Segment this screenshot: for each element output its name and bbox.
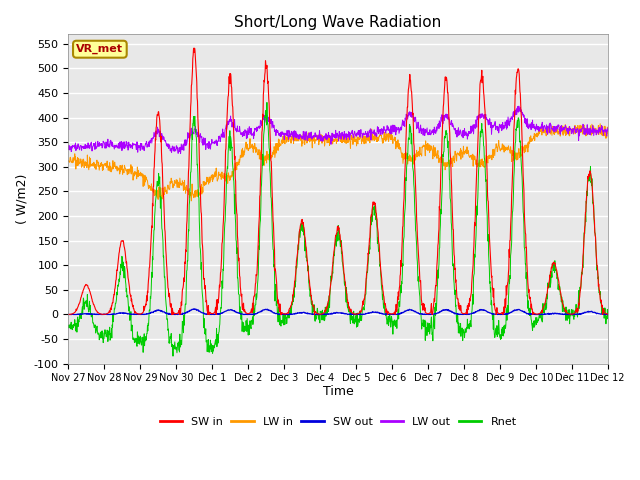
LW out [128, 143, 136, 149]
LW out [65, 146, 72, 152]
SW out [65, 312, 72, 317]
LW out [305, 131, 312, 137]
Rnet [372, 217, 380, 223]
Rnet [65, 324, 72, 329]
Rnet [106, 337, 114, 343]
Line: LW out: LW out [68, 106, 608, 154]
SW in [294, 245, 301, 251]
Rnet [315, 315, 323, 321]
Rnet [263, 99, 271, 105]
Rnet [128, 322, 136, 328]
SW in [315, 311, 323, 317]
LW out [314, 132, 322, 138]
LW out [515, 103, 523, 109]
LW in [604, 131, 612, 136]
LW in [65, 158, 72, 164]
Y-axis label: ( W/m2): ( W/m2) [15, 174, 28, 224]
LW out [177, 151, 184, 156]
LW in [106, 168, 114, 174]
SW in [372, 210, 380, 216]
LW in [188, 198, 195, 204]
SW out [372, 310, 380, 315]
SW in [128, 300, 136, 306]
SW out [314, 311, 322, 317]
SW in [168, 312, 176, 317]
LW out [294, 132, 301, 138]
LW out [106, 139, 114, 144]
Line: Rnet: Rnet [68, 102, 608, 356]
SW in [305, 276, 313, 282]
SW out [106, 312, 114, 317]
SW out [128, 311, 136, 317]
SW in [106, 310, 114, 315]
SW in [190, 45, 198, 51]
Rnet [169, 353, 177, 359]
X-axis label: Time: Time [323, 385, 353, 398]
LW in [294, 138, 301, 144]
Rnet [305, 281, 313, 287]
SW out [305, 311, 312, 316]
SW out [190, 306, 198, 312]
Rnet [294, 247, 301, 252]
Line: SW in: SW in [68, 48, 608, 314]
LW out [372, 132, 380, 138]
Title: Short/Long Wave Radiation: Short/Long Wave Radiation [234, 15, 442, 30]
LW in [372, 136, 380, 142]
SW out [294, 311, 301, 316]
Legend: SW in, LW in, SW out, LW out, Rnet: SW in, LW in, SW out, LW out, Rnet [155, 412, 521, 431]
LW in [314, 133, 322, 139]
LW in [128, 164, 136, 169]
Line: LW in: LW in [68, 124, 608, 201]
SW out [604, 312, 612, 317]
Text: VR_met: VR_met [76, 44, 124, 54]
LW in [305, 138, 312, 144]
LW out [604, 125, 612, 131]
Rnet [604, 316, 612, 322]
SW in [604, 311, 612, 317]
LW in [596, 121, 604, 127]
SW in [65, 312, 72, 317]
Line: SW out: SW out [68, 309, 608, 314]
